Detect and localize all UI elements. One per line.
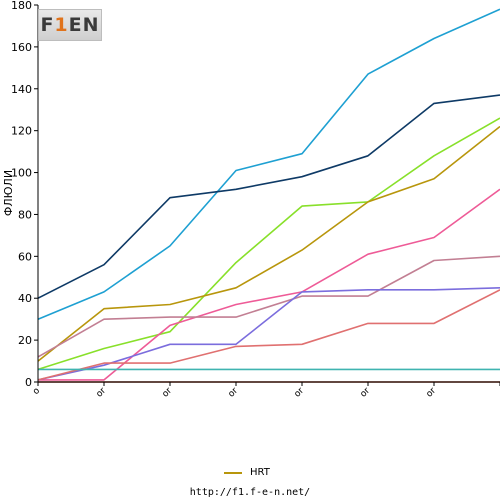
series-line-2 <box>37 94 500 299</box>
logo-text-1: F <box>40 14 55 36</box>
y-axis-title: ФЛЮЛИ <box>2 170 15 216</box>
logo-text-3: EN <box>68 14 100 36</box>
series-layer <box>37 8 500 383</box>
logo-text-2: 1 <box>54 14 69 36</box>
fen-logo: F 1 EN <box>38 9 102 41</box>
x-tick-label: or <box>95 386 109 400</box>
series-line-8 <box>37 289 500 381</box>
x-tick-label: or <box>425 386 439 400</box>
y-tick-label: 120 <box>11 125 32 138</box>
x-tick-layer: o or or or or or or <box>31 382 500 400</box>
y-tick-label: 60 <box>18 250 32 263</box>
series-line-6 <box>37 255 500 358</box>
y-tick-label: 0 <box>25 376 32 389</box>
x-tick-label: or <box>293 386 307 400</box>
x-tick-label: or <box>161 386 175 400</box>
y-tick-label: 140 <box>11 83 32 96</box>
series-line-4 <box>37 125 500 362</box>
x-tick-label: or <box>227 386 241 400</box>
legend-swatch-hrt <box>224 471 242 474</box>
x-tick-label: o <box>31 386 42 397</box>
y-tick-label: 40 <box>18 292 32 305</box>
y-tick-label: 100 <box>11 167 32 180</box>
legend-label-hrt: HRT <box>250 467 270 478</box>
y-tick-label: 180 <box>11 0 32 12</box>
series-line-3 <box>37 117 500 371</box>
source-url: http://f1.f-e-n.net/ <box>189 487 311 498</box>
y-tick-label: 160 <box>11 41 32 54</box>
series-line-1 <box>37 8 500 320</box>
x-tick-label: or <box>359 386 373 400</box>
series-line-7 <box>37 287 500 381</box>
y-tick-label: 80 <box>18 208 32 221</box>
series-line-5 <box>38 188 500 381</box>
y-tick-label: 20 <box>18 334 32 347</box>
y-tick-layer: 0 20 40 60 80 100 120 140 160 180 <box>11 0 38 389</box>
chart-legend: HRT <box>224 467 270 478</box>
